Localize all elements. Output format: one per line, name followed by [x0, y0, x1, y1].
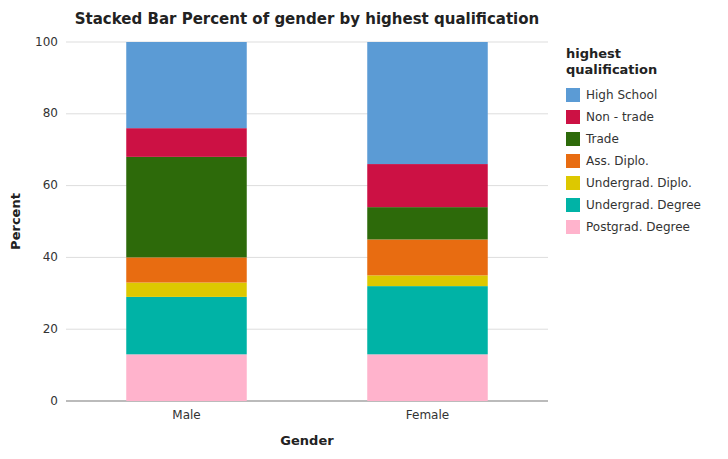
legend-entry: Undergrad. Degree — [586, 198, 701, 212]
bar-segment — [126, 128, 247, 157]
bar-segment — [367, 354, 488, 401]
bar-segment — [126, 42, 247, 128]
y-tick-label: 80 — [43, 106, 58, 120]
x-tick-label: Female — [406, 408, 449, 422]
legend-swatch — [566, 176, 580, 190]
legend-swatch — [566, 88, 580, 102]
bar-segment — [367, 286, 488, 354]
legend-swatch — [566, 198, 580, 212]
y-axis: 0 20 40 60 80 100 — [35, 35, 58, 408]
y-tick-label: 0 — [50, 394, 58, 408]
x-tick-label: Male — [172, 408, 200, 422]
chart: 0 20 40 60 80 100 Male Female Stacked Bar Percen… — [0, 0, 728, 459]
legend-entry: High School — [586, 88, 657, 102]
bar-segment — [126, 283, 247, 297]
legend-entry: Trade — [585, 132, 619, 146]
legend-entry: Undergrad. Diplo. — [586, 176, 692, 190]
bar-segment — [126, 157, 247, 258]
y-tick-label: 20 — [43, 322, 58, 336]
legend-entry: Non - trade — [586, 110, 654, 124]
bar-segment — [126, 257, 247, 282]
x-axis: Male Female — [172, 408, 449, 422]
bar-segment — [367, 239, 488, 275]
grid — [66, 42, 548, 401]
y-axis-label: Percent — [8, 193, 23, 250]
bar-segment — [126, 354, 247, 401]
y-tick-label: 40 — [43, 250, 58, 264]
title: Stacked Bar Percent of gender by highest… — [75, 10, 539, 28]
bar-segment — [367, 42, 488, 164]
legend-title: highestqualification — [566, 46, 657, 77]
y-tick-label: 60 — [43, 178, 58, 192]
legend: highestqualification High School Non - tra… — [566, 46, 701, 234]
legend-swatch — [566, 132, 580, 146]
bar-segment — [367, 275, 488, 286]
legend-swatch — [566, 154, 580, 168]
legend-swatch — [566, 110, 580, 124]
x-axis-label: Gender — [280, 433, 334, 448]
legend-entry: Postgrad. Degree — [586, 220, 690, 234]
bars — [126, 42, 488, 401]
bar-segment — [367, 207, 488, 239]
legend-swatch — [566, 220, 580, 234]
bar-segment — [367, 164, 488, 207]
y-tick-label: 100 — [35, 35, 58, 49]
legend-entry: Ass. Diplo. — [586, 154, 649, 168]
bar-segment — [126, 297, 247, 354]
